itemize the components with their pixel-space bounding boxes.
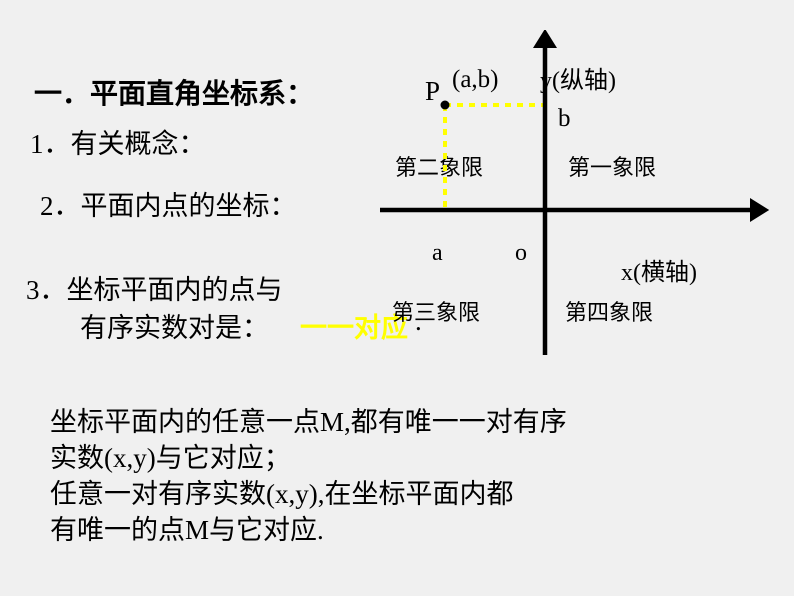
section-title: 一．平面直角坐标系： (34, 72, 314, 112)
coordinate-system-diagram (370, 30, 780, 360)
item-3-line1: 3．坐标平面内的点与 (26, 268, 283, 307)
paragraph-line3: 任意一对有序实数(x,y),在坐标平面内都 (50, 472, 513, 511)
item-2: 2．平面内点的坐标： (40, 184, 297, 223)
paragraph-line4: 有唯一的点M与它对应. (50, 508, 324, 547)
item-1: 1．有关概念： (30, 122, 206, 161)
paragraph-line1: 坐标平面内的任意一点M,都有唯一一对有序 (50, 400, 567, 439)
item-3-line2: 有序实数对是： (80, 306, 269, 345)
paragraph-line2: 实数(x,y)与它对应； (50, 436, 291, 475)
